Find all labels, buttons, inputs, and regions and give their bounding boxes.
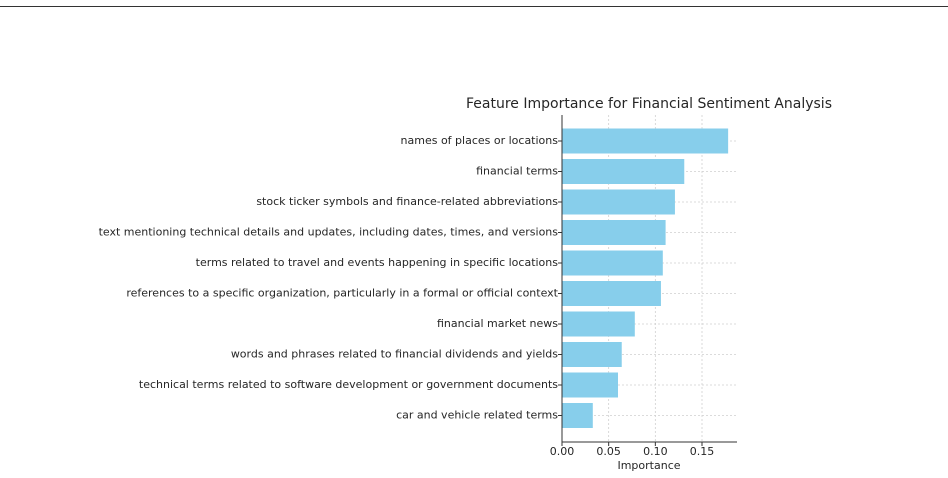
y-tick-label: technical terms related to software deve… (139, 378, 558, 391)
y-tick-label: text mentioning technical details and up… (99, 226, 559, 239)
chart-title: Feature Importance for Financial Sentime… (466, 96, 832, 112)
x-tick-label: 0.05 (596, 445, 621, 458)
bar (562, 342, 622, 367)
y-tick-label: financial terms (476, 165, 558, 178)
y-tick-label: financial market news (437, 317, 558, 330)
bar (562, 281, 661, 306)
x-tick-label: 0.15 (690, 445, 715, 458)
y-tick-label: names of places or locations (401, 134, 559, 147)
y-tick-label: car and vehicle related terms (396, 409, 558, 422)
y-tick-label: references to a specific organization, p… (126, 287, 558, 300)
y-tick-label: stock ticker symbols and finance-related… (256, 195, 558, 208)
bar (562, 311, 635, 337)
bar (562, 189, 675, 215)
x-axis-label: Importance (617, 459, 680, 472)
y-tick-label: words and phrases related to financial d… (231, 348, 558, 361)
y-tick-label: terms related to travel and events happe… (196, 256, 559, 269)
bar (562, 403, 593, 428)
bar (562, 128, 729, 154)
bar (562, 372, 618, 398)
bar (562, 250, 663, 276)
x-tick-label: 0.00 (550, 445, 575, 458)
x-tick-label: 0.10 (643, 445, 668, 458)
bar (562, 220, 666, 245)
bar (562, 159, 685, 184)
